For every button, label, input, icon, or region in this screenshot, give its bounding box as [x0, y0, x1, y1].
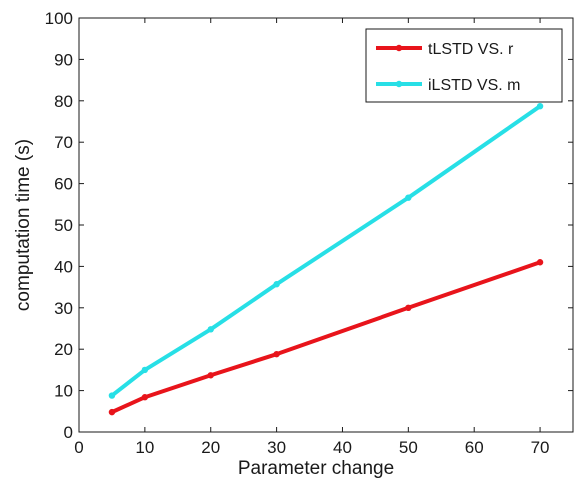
data-point-ilstd: [108, 392, 116, 399]
legend-box: [365, 28, 563, 103]
y-tick-label: 50: [54, 216, 73, 235]
data-point-ilstd: [207, 326, 214, 333]
x-tick-label: 60: [465, 438, 484, 457]
data-point-tlstd: [405, 304, 412, 311]
y-tick-label: 100: [45, 9, 73, 28]
data-point-tlstd: [273, 350, 280, 358]
legend-marker-tlstd: [395, 44, 403, 52]
y-tick-label: 20: [54, 340, 73, 359]
y-tick-label: 40: [54, 257, 73, 276]
data-point-tlstd: [536, 259, 544, 266]
legend-label-ilstd: iLSTD VS. m: [428, 77, 520, 94]
axis-tick-labels: 0 10 20 30 40 50 60 70 0 10 20 30 40 50 60 70 80 90 100: [45, 9, 550, 457]
x-tick-label: 40: [333, 438, 352, 457]
data-point-tlstd: [207, 372, 214, 379]
data-point-ilstd: [273, 281, 280, 288]
legend-marker-ilstd: [395, 80, 403, 88]
series-layer: [108, 102, 544, 416]
y-tick-label: 30: [54, 299, 73, 318]
y-axis-title: computation time (s): [13, 139, 34, 311]
y-tick-label: 70: [54, 133, 73, 152]
x-axis-title: Parameter change: [238, 458, 394, 479]
data-point-ilstd: [141, 366, 149, 374]
data-point-tlstd: [108, 408, 116, 416]
x-tick-label: 70: [531, 438, 550, 457]
x-tick-label: 30: [267, 438, 286, 457]
legend-label-tlstd: tLSTD VS. r: [428, 41, 514, 58]
data-point-ilstd: [536, 102, 544, 110]
y-tick-label: 60: [54, 175, 73, 194]
x-tick-label: 50: [399, 438, 418, 457]
x-tick-label: 0: [74, 438, 83, 457]
series-line-ilstd: [109, 104, 543, 398]
legend: tLSTD VS. r iLSTD VS. m: [365, 28, 563, 103]
y-tick-label: 10: [54, 382, 73, 401]
y-tick-label: 80: [54, 92, 73, 111]
y-tick-label: 90: [54, 50, 73, 69]
x-tick-label: 20: [201, 438, 220, 457]
data-point-ilstd: [405, 194, 412, 201]
x-tick-label: 10: [135, 438, 154, 457]
data-point-tlstd: [141, 394, 149, 401]
axis-ticks: [78, 17, 573, 433]
series-line-tlstd: [109, 260, 543, 415]
y-tick-label: 0: [64, 423, 73, 442]
